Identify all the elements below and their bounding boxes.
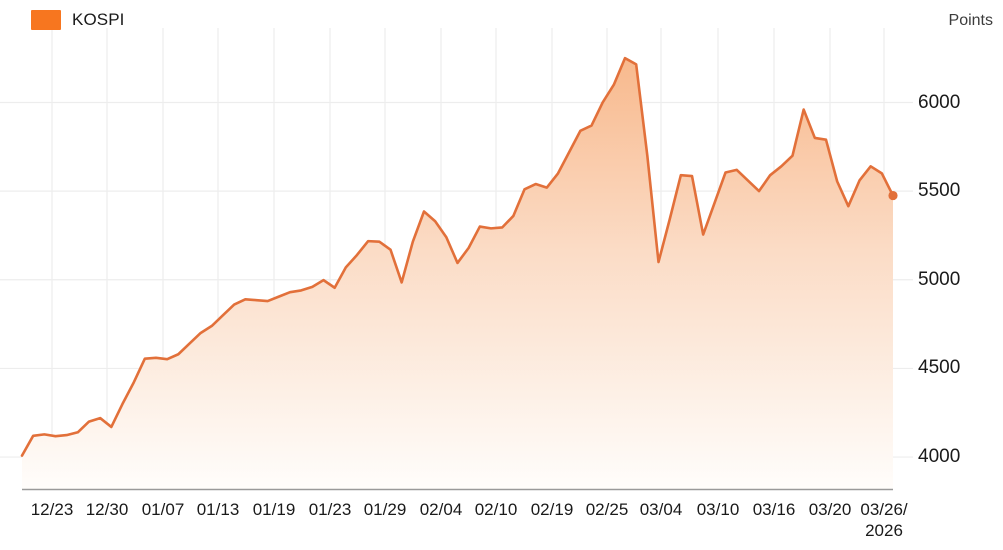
x-tick-01-19: 01/19 [253, 500, 296, 521]
x-tick-01-13: 01/13 [197, 500, 240, 521]
legend-swatch-kospi [31, 10, 61, 30]
x-tick-date: 03/20 [808, 500, 852, 519]
legend-label-kospi: KOSPI [72, 10, 125, 29]
x-tick-02-10: 02/10 [475, 500, 518, 521]
x-tick-03-26--2026: 03/26/2026 [860, 500, 907, 541]
x-tick-03-16: 03/16 [753, 500, 796, 521]
series-kospi [20, 56, 898, 489]
x-tick-date: 01/23 [308, 500, 352, 519]
x-tick-date: 01/13 [196, 500, 240, 519]
x-tick-12-23: 12/23 [31, 500, 74, 521]
x-tick-date: 03/16 [752, 500, 796, 519]
x-tick-date: 01/07 [141, 500, 185, 519]
x-tick-03-20: 03/20 [809, 500, 852, 521]
x-tick-date: 02/04 [419, 500, 463, 519]
area-fill-kospi [22, 58, 893, 489]
y-tick-4500: 4500 [918, 357, 961, 379]
x-tick-date: 01/19 [252, 500, 296, 519]
y-tick-5500: 5500 [918, 180, 961, 202]
x-tick-date: 02/19 [530, 500, 574, 519]
x-tick-03-10: 03/10 [697, 500, 740, 521]
x-tick-01-07: 01/07 [142, 500, 185, 521]
line-kospi [20, 56, 895, 457]
x-tick-02-19: 02/19 [531, 500, 574, 521]
x-tick-date: 12/30 [85, 500, 129, 519]
x-tick-date: 01/29 [363, 500, 407, 519]
x-tick-year: 2026 [865, 520, 903, 540]
chart-legend: KOSPI [31, 10, 124, 30]
x-tick-date: 02/25 [585, 500, 629, 519]
x-tick-date: 03/26/ [860, 500, 908, 519]
x-tick-01-23: 01/23 [309, 500, 352, 521]
last-point-marker [888, 190, 898, 201]
y-tick-6000: 6000 [918, 91, 961, 113]
y-tick-5000: 5000 [918, 268, 961, 290]
x-tick-12-30: 12/30 [86, 500, 129, 521]
x-tick-01-29: 01/29 [364, 500, 407, 521]
x-tick-date: 02/10 [474, 500, 518, 519]
x-tick-date: 03/04 [639, 500, 683, 519]
y-axis-unit-label: Points [948, 12, 993, 29]
x-tick-03-04: 03/04 [640, 500, 683, 521]
x-tick-02-04: 02/04 [420, 500, 463, 521]
x-tick-02-25: 02/25 [586, 500, 629, 521]
x-tick-date: 12/23 [30, 500, 74, 519]
x-tick-date: 03/10 [696, 500, 740, 519]
y-tick-4000: 4000 [918, 446, 961, 468]
